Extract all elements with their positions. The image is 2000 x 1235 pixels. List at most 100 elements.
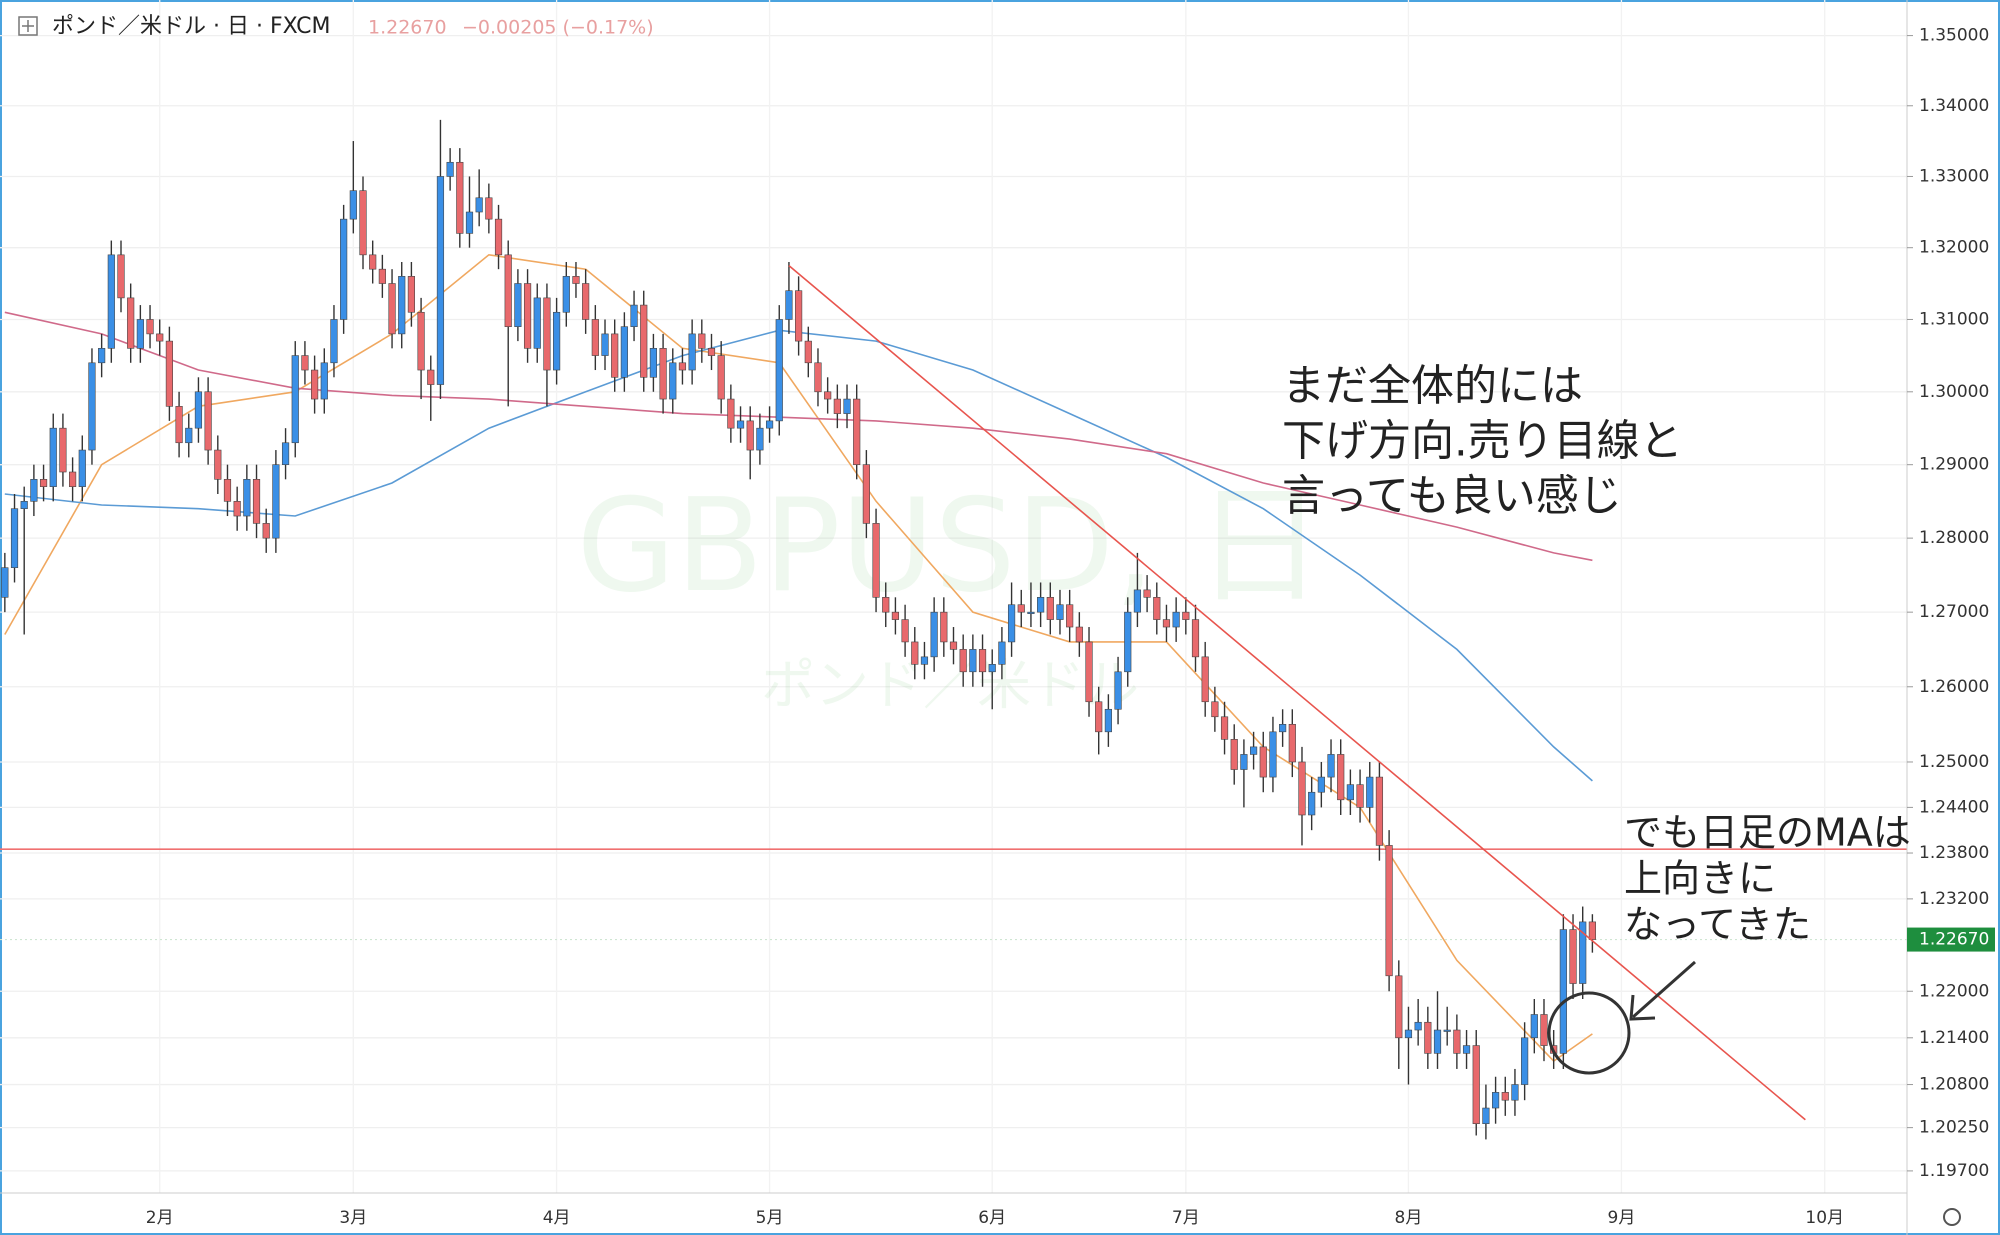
y-tick-label: 1.22000	[1919, 981, 1989, 1001]
y-tick-label: 1.26000	[1919, 677, 1989, 697]
header-icon[interactable]	[18, 16, 38, 36]
candle-body	[659, 348, 667, 400]
candle-body	[1133, 589, 1142, 613]
candle-body	[1588, 921, 1596, 940]
candle-body	[1540, 1014, 1548, 1046]
candle-body	[320, 362, 328, 400]
y-tick-label: 1.29000	[1919, 455, 1989, 475]
candle-body	[156, 333, 164, 342]
candle-body	[407, 276, 415, 313]
candle-body	[630, 304, 638, 327]
candle-body	[69, 471, 77, 487]
candle-body	[1037, 597, 1045, 613]
candle-body	[456, 161, 464, 234]
candle-body	[1279, 723, 1287, 733]
candle-body	[785, 290, 793, 320]
highlight-circle	[1547, 991, 1631, 1075]
candle-body	[940, 611, 948, 643]
x-tick-label: 10月	[1805, 1208, 1844, 1228]
plot	[0, 119, 1907, 1140]
candle-body	[988, 664, 996, 673]
settings[interactable]	[1943, 1208, 1961, 1226]
symbol: ポンド／米ドル · 日 · FXCM	[52, 14, 330, 39]
candle-body	[272, 464, 280, 539]
candle-body	[669, 362, 677, 400]
candle-body	[1511, 1084, 1519, 1101]
candle-body	[949, 641, 958, 650]
candle-body	[572, 276, 580, 284]
candle-body	[1240, 754, 1248, 770]
header: ポンド／米ドル · 日 · FXCM 1.22670 −0.00205 (−0.…	[18, 14, 654, 39]
candle-body	[1404, 1029, 1413, 1039]
candle-body	[1124, 611, 1132, 673]
candle-body	[601, 333, 609, 356]
candle-body	[504, 254, 512, 327]
candle-body	[1482, 1107, 1490, 1125]
candle-body	[862, 464, 870, 524]
candle-body	[1153, 597, 1161, 620]
y-tick-label: 1.20800	[1919, 1075, 1989, 1095]
x-tick-label: 4月	[543, 1208, 571, 1228]
candle-body	[553, 311, 561, 371]
candle-body	[1559, 929, 1567, 1054]
y-tick-label: 1.33000	[1919, 166, 1989, 186]
last-price-label: 1.22670	[1919, 930, 1989, 950]
candle-body	[165, 340, 173, 407]
candle-body	[1385, 845, 1393, 977]
candle-body	[853, 398, 861, 465]
candle-body	[591, 319, 599, 356]
candle-body	[756, 427, 764, 451]
x-tick-label: 7月	[1172, 1208, 1200, 1228]
candle-body	[59, 427, 67, 473]
candle-body	[514, 283, 522, 327]
candle-body	[262, 523, 270, 539]
candle-body	[1085, 641, 1093, 703]
y-tick-label: 1.27000	[1919, 602, 1989, 622]
y-tick-label: 1.31000	[1919, 309, 1989, 329]
candle-body	[359, 190, 367, 256]
candle-body	[1095, 701, 1103, 733]
candle-body	[736, 420, 745, 429]
candle-body	[1104, 708, 1112, 733]
candle-body	[1075, 626, 1083, 643]
candle-body	[1462, 1045, 1471, 1054]
candle-body	[824, 391, 832, 400]
candle-body	[727, 398, 735, 429]
candle-body	[1143, 589, 1151, 598]
candle-body	[1424, 1021, 1432, 1054]
annotation: まだ全体的には	[1282, 362, 1583, 412]
y-tick-label: 1.32000	[1919, 238, 1989, 258]
candle-body	[891, 611, 900, 620]
arrow	[1632, 960, 1696, 1019]
trendline	[788, 264, 1806, 1121]
x-tick-label: 9月	[1608, 1208, 1636, 1228]
candle-body	[707, 348, 716, 356]
candle-body	[301, 355, 309, 371]
candle-body	[814, 362, 822, 393]
candle-body	[1056, 604, 1064, 620]
candle-body	[1346, 784, 1354, 801]
candle-body	[1, 567, 9, 598]
candle-body	[1201, 656, 1209, 703]
candle-body	[843, 398, 851, 414]
candle-body	[378, 268, 386, 284]
x-tick-label: 5月	[756, 1208, 784, 1228]
candle-body	[204, 391, 212, 451]
settings-icon[interactable]	[1943, 1208, 1961, 1226]
candle-body	[1162, 619, 1171, 628]
candle-body	[872, 523, 880, 598]
candle-body	[388, 283, 396, 335]
candle-body	[1530, 1014, 1538, 1039]
y-tick-label: 1.21400	[1919, 1028, 1989, 1048]
annotation: なってきた	[1624, 903, 1811, 947]
candle-body	[1317, 776, 1325, 793]
candle-body	[1017, 604, 1025, 613]
candle-body	[901, 619, 909, 643]
candle-body	[1027, 611, 1035, 614]
candle-body	[562, 276, 570, 313]
candle-body	[281, 442, 290, 465]
y-tick-label: 1.23800	[1919, 843, 1989, 863]
candle-body	[1443, 1029, 1451, 1032]
candle-body	[214, 449, 222, 480]
